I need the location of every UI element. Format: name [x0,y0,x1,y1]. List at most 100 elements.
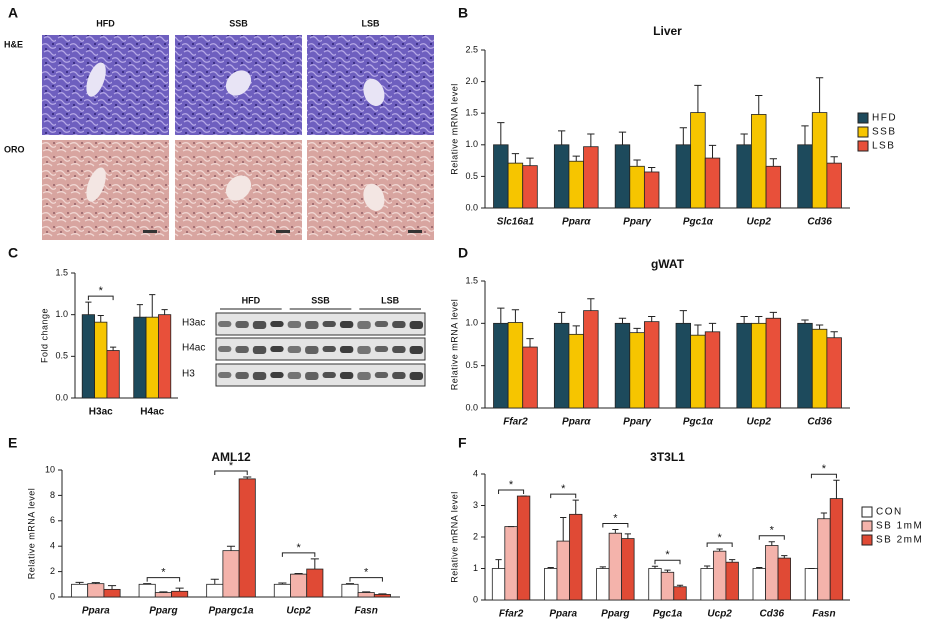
significance-star: * [822,463,827,475]
significance-star: * [770,525,775,537]
error-bar [495,559,502,569]
bar [544,568,558,601]
y-tick-label: 0.0 [465,202,478,212]
error-bar [633,327,641,333]
error-bar [85,301,92,315]
bar [553,144,570,209]
blot-band [252,372,267,380]
error-bar [587,298,595,311]
blot-band [287,372,302,379]
x-tick-label: Cd36 [807,217,832,228]
bar [811,328,828,409]
bar [614,144,631,209]
error-bar [175,587,184,592]
blot-band [357,346,371,354]
blot-band [374,321,389,327]
y-tick-label: 0.5 [465,171,478,181]
significance-star: * [613,512,618,524]
significance-star: * [99,285,104,297]
bar [145,316,159,399]
error-bar [210,578,219,585]
blot-band [392,372,406,379]
x-tick-label: Ucp2 [286,606,311,617]
bar [493,322,509,409]
significance-bracket [146,577,181,582]
x-tick-label: H3ac [89,407,113,418]
bar [290,573,308,598]
x-tick-label: Ucp2 [747,417,772,428]
bar [493,144,509,209]
blot-band [287,321,302,328]
error-bar [781,555,788,559]
y-tick-label: 0.5 [55,351,68,361]
significance-star: * [665,549,670,561]
blot-band [252,346,267,354]
significance-star: * [229,460,234,472]
legend-swatch [861,520,873,532]
bar [797,322,813,409]
bar [804,568,819,601]
error-bar [694,84,702,113]
bar [777,557,791,601]
blot-band [305,372,319,380]
y-axis-label: Relative mRNA level [449,299,459,391]
error-bar [618,131,627,145]
significance-bracket [550,493,577,499]
error-bar [651,565,659,569]
bar [106,350,120,399]
bar [373,594,391,598]
blot-band [409,321,423,329]
bar [675,144,692,209]
bar [629,332,645,409]
scale-bar [408,230,422,233]
y-tick-label: 4 [50,541,55,551]
y-tick-label: 0 [50,591,55,601]
error-bar [769,158,777,167]
bar [751,322,767,409]
y-axis-label: Relative mRNA level [449,83,459,175]
significance-bracket [654,559,681,565]
bar [341,583,359,598]
error-bar [830,331,838,338]
y-tick-label: 3 [473,500,478,510]
bar [569,513,583,601]
column-label: LSB [362,18,381,28]
error-bar [599,566,606,569]
x-tick-label: Cd36 [807,417,832,428]
bar [608,532,623,601]
column-label: HFD [96,18,115,28]
vessel [225,175,252,201]
significance-bracket [758,535,785,540]
bar [138,583,156,598]
bar [673,586,687,601]
chart-title: AML12 [211,450,251,464]
blot-band [339,346,354,353]
error-bar [648,167,656,172]
bar [700,568,714,601]
vessel [225,70,252,96]
significance-bracket [810,473,837,479]
y-tick-label: 1.0 [465,318,478,328]
blot-band [235,346,249,353]
panel-label: B [458,5,468,21]
bar [765,545,779,601]
error-bar [740,316,748,324]
x-tick-label: Slc16a1 [497,217,535,228]
blot-band [252,321,267,329]
error-bar [547,567,554,569]
vessel [86,62,106,97]
blot-band [235,321,249,328]
blot-band [287,346,302,353]
bar [94,321,108,399]
legend-label: SB 1mM [876,521,923,532]
bar [826,162,842,209]
error-bar [511,309,520,323]
error-bar [729,559,736,563]
error-bar [820,512,828,519]
bar [675,322,692,409]
error-bar [801,125,809,145]
error-bar [815,324,824,330]
error-bar [278,582,287,585]
error-bar [612,528,619,534]
bar [522,165,538,209]
